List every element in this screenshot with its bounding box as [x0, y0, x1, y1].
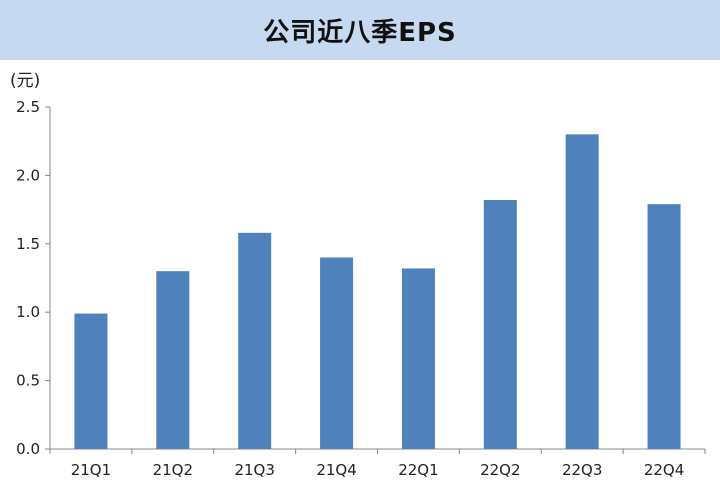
bar-21Q2 [156, 271, 190, 449]
y-tick-label: 0.5 [16, 372, 40, 390]
bar-21Q4 [320, 257, 354, 449]
y-axis-unit-label: (元) [10, 71, 41, 91]
title-bar: 公司近八季EPS [0, 0, 720, 60]
x-tick-label: 21Q2 [153, 461, 193, 479]
x-tick-label: 22Q1 [398, 461, 438, 479]
bar-22Q1 [401, 268, 435, 449]
bar-22Q3 [565, 134, 599, 450]
x-tick-label: 21Q1 [71, 461, 111, 479]
y-tick-label: 0.0 [16, 440, 40, 458]
y-tick-label: 1.5 [16, 235, 40, 253]
bar-21Q1 [74, 313, 108, 449]
x-tick-label: 22Q4 [644, 461, 684, 479]
bar-22Q4 [647, 204, 681, 449]
x-tick-label: 21Q4 [316, 461, 356, 479]
x-tick-label: 22Q3 [562, 461, 602, 479]
x-tick-label: 22Q2 [480, 461, 520, 479]
bar-21Q3 [238, 232, 272, 449]
bar-22Q2 [483, 200, 517, 449]
y-tick-label: 2.5 [16, 98, 40, 116]
chart-title: 公司近八季EPS [263, 17, 457, 48]
x-tick-label: 21Q3 [234, 461, 274, 479]
y-tick-label: 2.0 [16, 166, 40, 184]
y-tick-label: 1.0 [16, 303, 40, 321]
